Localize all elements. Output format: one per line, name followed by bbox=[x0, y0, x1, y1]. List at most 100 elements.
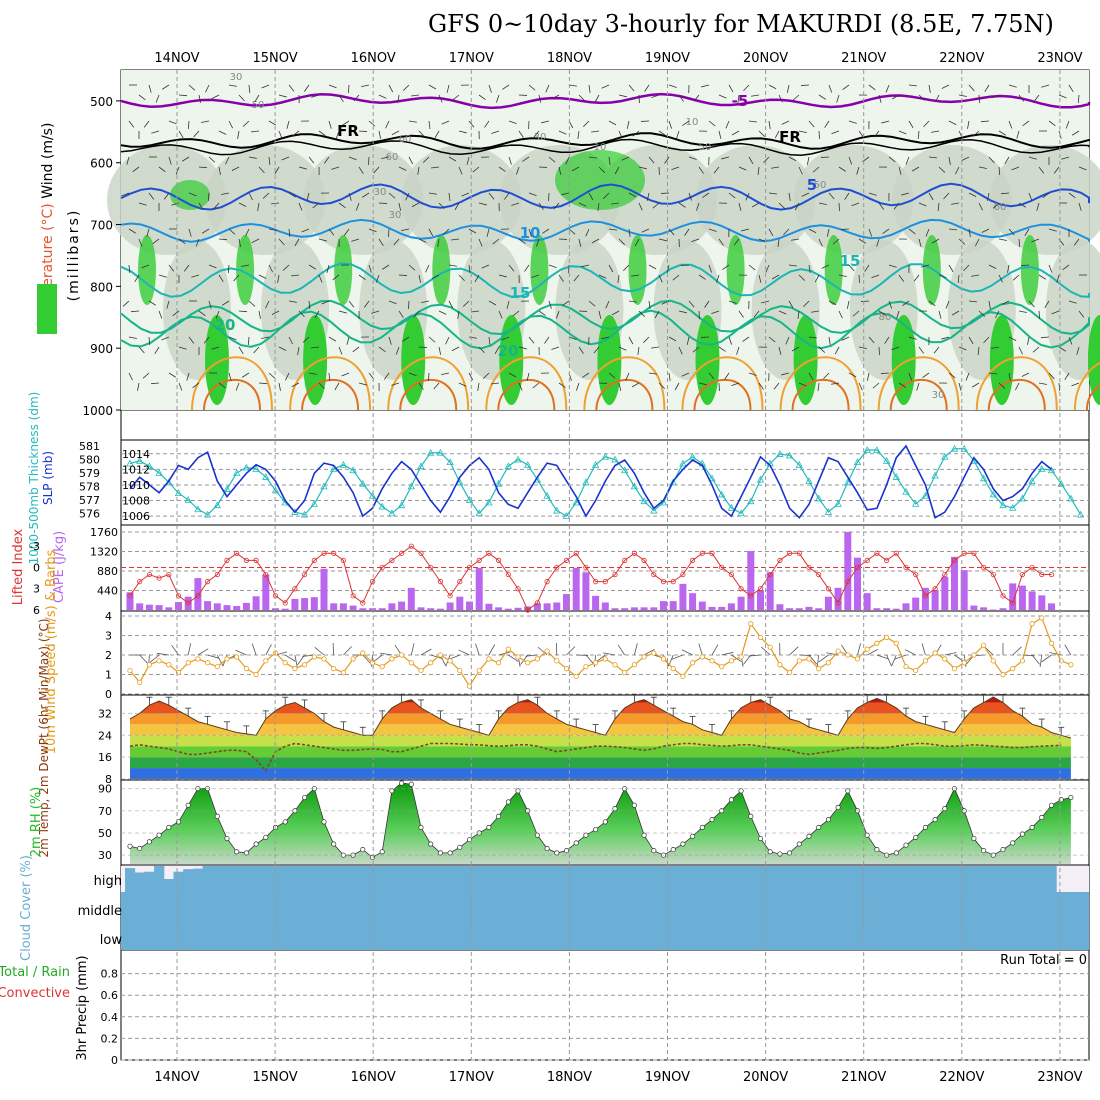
wind-barb bbox=[208, 264, 217, 269]
lifted-index-point bbox=[398, 550, 405, 556]
wind-barb bbox=[918, 202, 927, 207]
wind-barb bbox=[482, 372, 490, 379]
surface-wind-barb bbox=[149, 654, 160, 663]
cape-bar bbox=[582, 572, 590, 610]
wind-barb bbox=[1062, 264, 1070, 271]
lifted-index-point bbox=[127, 593, 133, 599]
cloud-high-bar bbox=[852, 866, 863, 892]
run-total-label: Run Total = 0 bbox=[1000, 953, 1087, 968]
lifted-index-point bbox=[825, 586, 832, 592]
wind-barb bbox=[928, 84, 931, 93]
wind-barb bbox=[638, 202, 643, 211]
wind-speed-point bbox=[932, 650, 938, 656]
cape-bar bbox=[941, 576, 949, 610]
rh-tick-label: 90 bbox=[98, 783, 112, 796]
cloud-high-bar bbox=[619, 866, 630, 892]
thickness-point bbox=[1076, 510, 1085, 518]
wind-barb bbox=[151, 130, 160, 134]
wind-barb bbox=[748, 264, 756, 271]
lifted-index-point bbox=[311, 557, 317, 563]
wind-barb bbox=[488, 300, 497, 306]
wind-barb bbox=[338, 346, 343, 355]
thickness-point bbox=[291, 508, 299, 515]
wind-barb bbox=[1027, 336, 1030, 345]
wind-barb bbox=[763, 156, 770, 164]
cape-tick-label: 880 bbox=[97, 565, 118, 578]
wind-barb bbox=[808, 264, 811, 273]
wind-barb bbox=[913, 274, 920, 282]
wind-barb bbox=[885, 84, 890, 93]
wind-barb bbox=[138, 94, 146, 101]
cloud-high-bar bbox=[707, 866, 718, 892]
thickness-point bbox=[300, 510, 309, 518]
wind-barb bbox=[608, 228, 617, 231]
wind-speed-point bbox=[311, 654, 317, 660]
wind-barb bbox=[981, 228, 990, 233]
cloud-mid-low-bar bbox=[121, 892, 1089, 950]
wind-barb bbox=[138, 202, 147, 206]
wind-barb bbox=[251, 238, 260, 243]
wind-barb bbox=[311, 94, 320, 98]
wind-barb bbox=[1024, 228, 1030, 236]
wind-barb bbox=[1018, 310, 1027, 313]
wind-barb bbox=[163, 192, 170, 200]
rh-humid-area bbox=[726, 235, 745, 305]
wind-barb bbox=[868, 336, 875, 344]
precip-frame bbox=[120, 949, 1090, 1061]
thickness-point bbox=[747, 497, 755, 505]
wind-barb bbox=[291, 382, 300, 387]
wind-barb bbox=[672, 274, 680, 281]
wind-barb bbox=[362, 192, 370, 198]
wind-barb bbox=[488, 336, 491, 345]
cloud-high-bar bbox=[1027, 866, 1038, 892]
wind-barb bbox=[448, 300, 454, 309]
wind-barb bbox=[484, 120, 490, 128]
wind-barb bbox=[972, 130, 980, 137]
temperature-dome bbox=[889, 379, 948, 411]
wind-barb bbox=[428, 120, 431, 129]
wind-barb bbox=[1068, 300, 1077, 304]
isotherm-label: 5 bbox=[807, 176, 817, 194]
wind-speed-point bbox=[515, 654, 521, 660]
temperature-band bbox=[130, 746, 1071, 758]
wind-barb bbox=[1033, 94, 1040, 102]
wind-barb bbox=[931, 238, 940, 244]
wind-barb bbox=[408, 264, 416, 271]
wind-barb bbox=[298, 202, 303, 211]
wind-barb bbox=[718, 130, 722, 139]
cloud-high-bar bbox=[474, 866, 485, 892]
wind-barb bbox=[751, 94, 760, 97]
wind-barb bbox=[836, 94, 840, 103]
wind-barb bbox=[878, 310, 886, 316]
wind-speed-point bbox=[1068, 662, 1074, 668]
cloud-high-bar bbox=[212, 866, 223, 892]
wind-barb bbox=[218, 238, 228, 241]
thickness-point bbox=[601, 452, 609, 460]
lifted-index-point bbox=[195, 593, 201, 599]
wind-barb bbox=[826, 228, 830, 237]
wind-barb bbox=[803, 300, 810, 308]
lifted-index-point bbox=[563, 557, 570, 563]
wind-barb bbox=[142, 372, 150, 379]
wind-barb bbox=[671, 166, 680, 170]
wind-barb bbox=[211, 346, 220, 350]
lifted-index-point bbox=[980, 564, 987, 571]
wind-barb bbox=[178, 130, 184, 138]
wind-barb bbox=[227, 264, 230, 274]
rh-point bbox=[893, 850, 899, 856]
wind-barb bbox=[858, 274, 860, 284]
wind-barb bbox=[601, 336, 610, 340]
wind-barb bbox=[168, 156, 172, 165]
rh-point bbox=[728, 797, 734, 803]
wind-barb bbox=[888, 300, 893, 309]
wind-barb bbox=[353, 94, 360, 102]
wind-barb bbox=[908, 84, 917, 87]
wind-barb bbox=[957, 274, 960, 283]
wind-barb bbox=[634, 238, 640, 247]
lifted-index-point bbox=[971, 550, 977, 556]
temperature-tick-label: 24 bbox=[98, 729, 112, 742]
wind-speed-point bbox=[544, 648, 550, 654]
cape-bar bbox=[815, 608, 823, 610]
cloud-high-bar bbox=[173, 871, 184, 892]
wind-barb bbox=[788, 156, 797, 162]
